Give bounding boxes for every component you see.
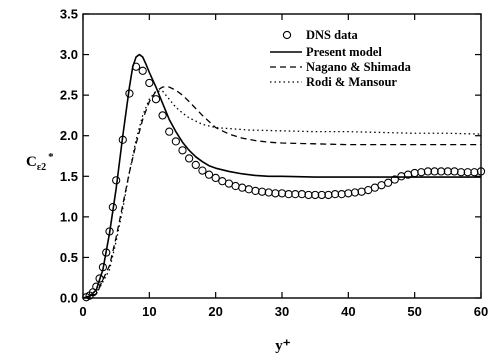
y-tick-label: 0.5 [60, 250, 78, 265]
y-axis-ticks: 0.0 0.5 1.0 1.5 2.0 2.5 3.0 3.5 [60, 7, 481, 306]
legend-label-dns: DNS data [306, 28, 358, 42]
data-point [151, 95, 161, 104]
data-point [257, 187, 267, 196]
data-point [456, 168, 466, 177]
data-point [158, 111, 167, 120]
y-tick-label: 2.5 [60, 88, 78, 103]
data-point [198, 166, 207, 175]
y-tick-label: 1.5 [60, 169, 78, 184]
data-point [384, 178, 393, 187]
data-point [410, 168, 419, 178]
series-line-nagano-shimada [82, 86, 481, 299]
y-tick-label: 3.5 [60, 7, 78, 22]
y-axis-title-main: C [26, 154, 37, 170]
legend-label-nagano-shimada: Nagano & Shimada [306, 60, 412, 74]
series-dns-data [82, 62, 486, 302]
y-tick-label: 1.0 [60, 209, 78, 224]
data-point [171, 137, 180, 146]
data-point [204, 170, 214, 179]
data-point [165, 127, 174, 136]
data-point [330, 190, 340, 199]
data-point [271, 189, 280, 198]
series-layer [82, 53, 486, 302]
x-tick-label: 50 [407, 304, 421, 319]
y-axis-title-superscript: * [48, 151, 54, 163]
legend-label-present-model: Present model [306, 45, 382, 59]
y-axis-title-subscript: ε2 [37, 162, 46, 173]
y-tick-label: 3.0 [60, 47, 78, 62]
data-point [344, 189, 353, 198]
x-tick-label: 0 [79, 304, 86, 319]
data-point [430, 167, 439, 176]
x-tick-label: 40 [341, 304, 355, 319]
data-point [264, 188, 273, 197]
data-point [304, 190, 313, 200]
data-point [238, 183, 247, 192]
legend-label-rodi-mansour: Rodi & Mansour [306, 75, 397, 89]
data-point [178, 146, 187, 155]
x-tick-label: 10 [142, 304, 156, 319]
legend-marker-dns [282, 30, 292, 40]
data-point [443, 167, 452, 176]
data-point [211, 173, 220, 183]
data-point [291, 190, 300, 199]
data-point [463, 168, 472, 177]
data-point [185, 154, 194, 163]
data-point [390, 175, 399, 184]
y-axis-title: Cε2* [26, 151, 54, 173]
x-tick-label: 20 [208, 304, 222, 319]
x-tick-label: 60 [474, 304, 488, 319]
data-point [284, 190, 293, 199]
y-tick-label: 0.0 [60, 291, 78, 306]
data-point [317, 190, 326, 200]
data-point [191, 160, 200, 170]
data-point [244, 185, 253, 194]
x-tick-label: 30 [275, 304, 289, 319]
data-point [145, 78, 154, 88]
data-point [251, 186, 260, 196]
data-point [350, 188, 360, 197]
data-point [437, 167, 446, 176]
data-point [397, 172, 406, 181]
data-point [423, 167, 433, 176]
data-point [231, 181, 240, 191]
x-axis-title: y⁺ [275, 338, 291, 354]
data-point [476, 167, 486, 176]
x-axis-ticks: 0 10 20 30 40 50 60 [79, 14, 488, 319]
series-line-rodi-mansour [82, 90, 482, 299]
legend: DNS data Present model Nagano & Shimada … [270, 28, 412, 89]
data-point [138, 66, 147, 75]
y-tick-label: 2.0 [60, 128, 78, 143]
data-point [417, 168, 426, 177]
data-point [357, 187, 366, 196]
series-line-present-model [82, 53, 481, 299]
data-point [311, 190, 320, 200]
